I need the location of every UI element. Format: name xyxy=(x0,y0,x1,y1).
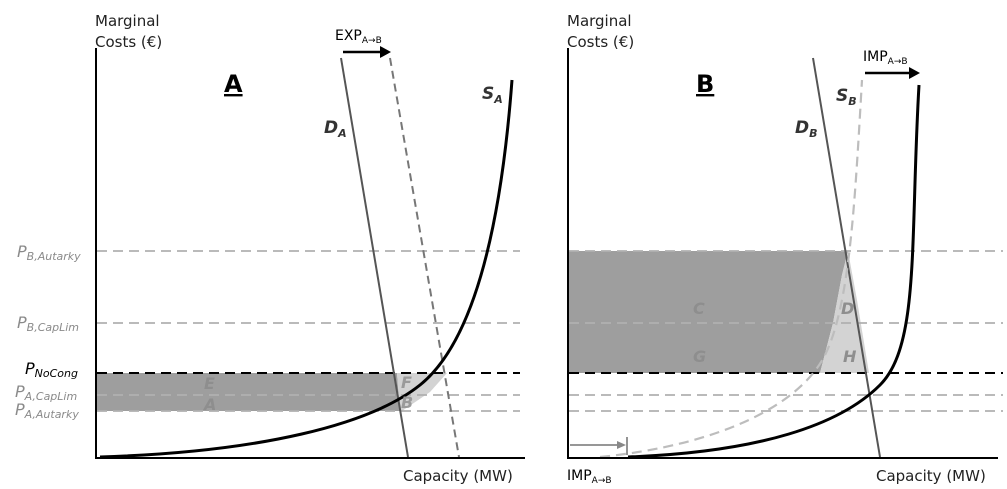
import-arrow-top-head xyxy=(909,67,920,79)
import-label-bottom-sub: A→B xyxy=(592,476,612,486)
demand-label-a-main: D xyxy=(324,118,338,138)
price-label-a-caplim-sub: A,CapLim xyxy=(24,390,78,403)
import-label-bottom-main: IMP xyxy=(567,468,592,484)
supply-curve-a xyxy=(99,79,514,459)
demand-curve-a-shifted xyxy=(389,57,460,458)
price-label-b-autarky: PB,Autarky xyxy=(17,242,81,263)
import-label-top-main: IMP xyxy=(863,49,888,65)
panel-b: Marginal Costs (€) Capacity (MW) B IMPA→… xyxy=(567,12,1003,486)
area-label-f: F xyxy=(401,373,412,392)
area-a-dark xyxy=(97,373,400,411)
import-label-top: IMPA→B xyxy=(863,49,908,67)
demand-label-a: DA xyxy=(324,118,347,140)
supply-curve-b xyxy=(627,84,921,459)
area-label-b: B xyxy=(401,393,413,412)
demand-curve-b xyxy=(812,57,881,458)
demand-label-b: DB xyxy=(795,118,818,140)
price-label-b-autarky-main: P xyxy=(17,242,27,261)
price-label-a-autarky: PA,Autarky xyxy=(15,400,79,421)
import-label-top-sub: A→B xyxy=(888,57,908,67)
supply-label-a: SA xyxy=(482,84,503,106)
y-axis-label-a-line2: Costs (€) xyxy=(95,33,162,51)
area-b-light xyxy=(820,251,869,373)
price-label-a-caplim-main: P xyxy=(15,382,25,401)
supply-label-b-sub: B xyxy=(848,95,856,108)
price-label-b-caplim: PB,CapLim xyxy=(17,313,79,334)
demand-label-b-main: D xyxy=(795,118,809,138)
price-label-nocong: PNoCong xyxy=(25,359,78,380)
demand-label-a-sub: A xyxy=(337,127,347,140)
area-label-h: H xyxy=(843,347,857,366)
y-axis-label-b-line1: Marginal xyxy=(567,12,632,30)
panel-a: Marginal Costs (€) Capacity (MW) A EXPA→… xyxy=(95,12,525,485)
y-axis-label-a-line1: Marginal xyxy=(95,12,160,30)
area-b-dark xyxy=(569,251,848,373)
area-label-d: D xyxy=(841,299,854,318)
area-label-g: G xyxy=(693,347,706,366)
price-label-nocong-sub: NoCong xyxy=(35,367,78,380)
price-label-a-caplim: PA,CapLim xyxy=(15,382,77,403)
export-label-sub: A→B xyxy=(362,36,382,46)
price-labels: PB,Autarky PB,CapLim PNoCong PA,CapLim P… xyxy=(15,242,81,421)
import-arrow-bottom-head xyxy=(617,441,626,449)
price-label-a-autarky-sub: A,Autarky xyxy=(24,408,80,421)
demand-curve-a xyxy=(340,57,409,458)
area-label-c: C xyxy=(693,299,705,318)
panel-title-b: B xyxy=(696,70,714,98)
area-a-light xyxy=(397,373,447,411)
price-label-a-autarky-main: P xyxy=(15,400,25,419)
y-axis-label-b-line2: Costs (€) xyxy=(567,33,634,51)
demand-label-b-sub: B xyxy=(809,127,817,140)
panel-title-a: A xyxy=(224,70,243,98)
supply-label-a-main: S xyxy=(482,84,494,104)
price-label-b-caplim-sub: B,CapLim xyxy=(27,321,79,334)
import-label-bottom: IMPA→B xyxy=(567,468,612,486)
price-label-b-autarky-sub: B,Autarky xyxy=(27,250,81,263)
export-arrow-head xyxy=(380,46,391,58)
x-axis-label-b: Capacity (MW) xyxy=(876,467,986,485)
supply-label-b-main: S xyxy=(836,86,848,106)
price-label-b-caplim-main: P xyxy=(17,313,27,332)
x-axis-label-a: Capacity (MW) xyxy=(403,467,513,485)
area-label-a: A xyxy=(202,395,216,414)
supply-curve-b-with-imports xyxy=(599,79,864,459)
supply-label-b: SB xyxy=(836,86,857,108)
area-label-e: E xyxy=(204,374,215,393)
export-label: EXPA→B xyxy=(335,28,382,46)
price-label-nocong-main: P xyxy=(25,359,35,378)
supply-label-a-sub: A xyxy=(493,93,503,106)
export-label-main: EXP xyxy=(335,28,362,44)
